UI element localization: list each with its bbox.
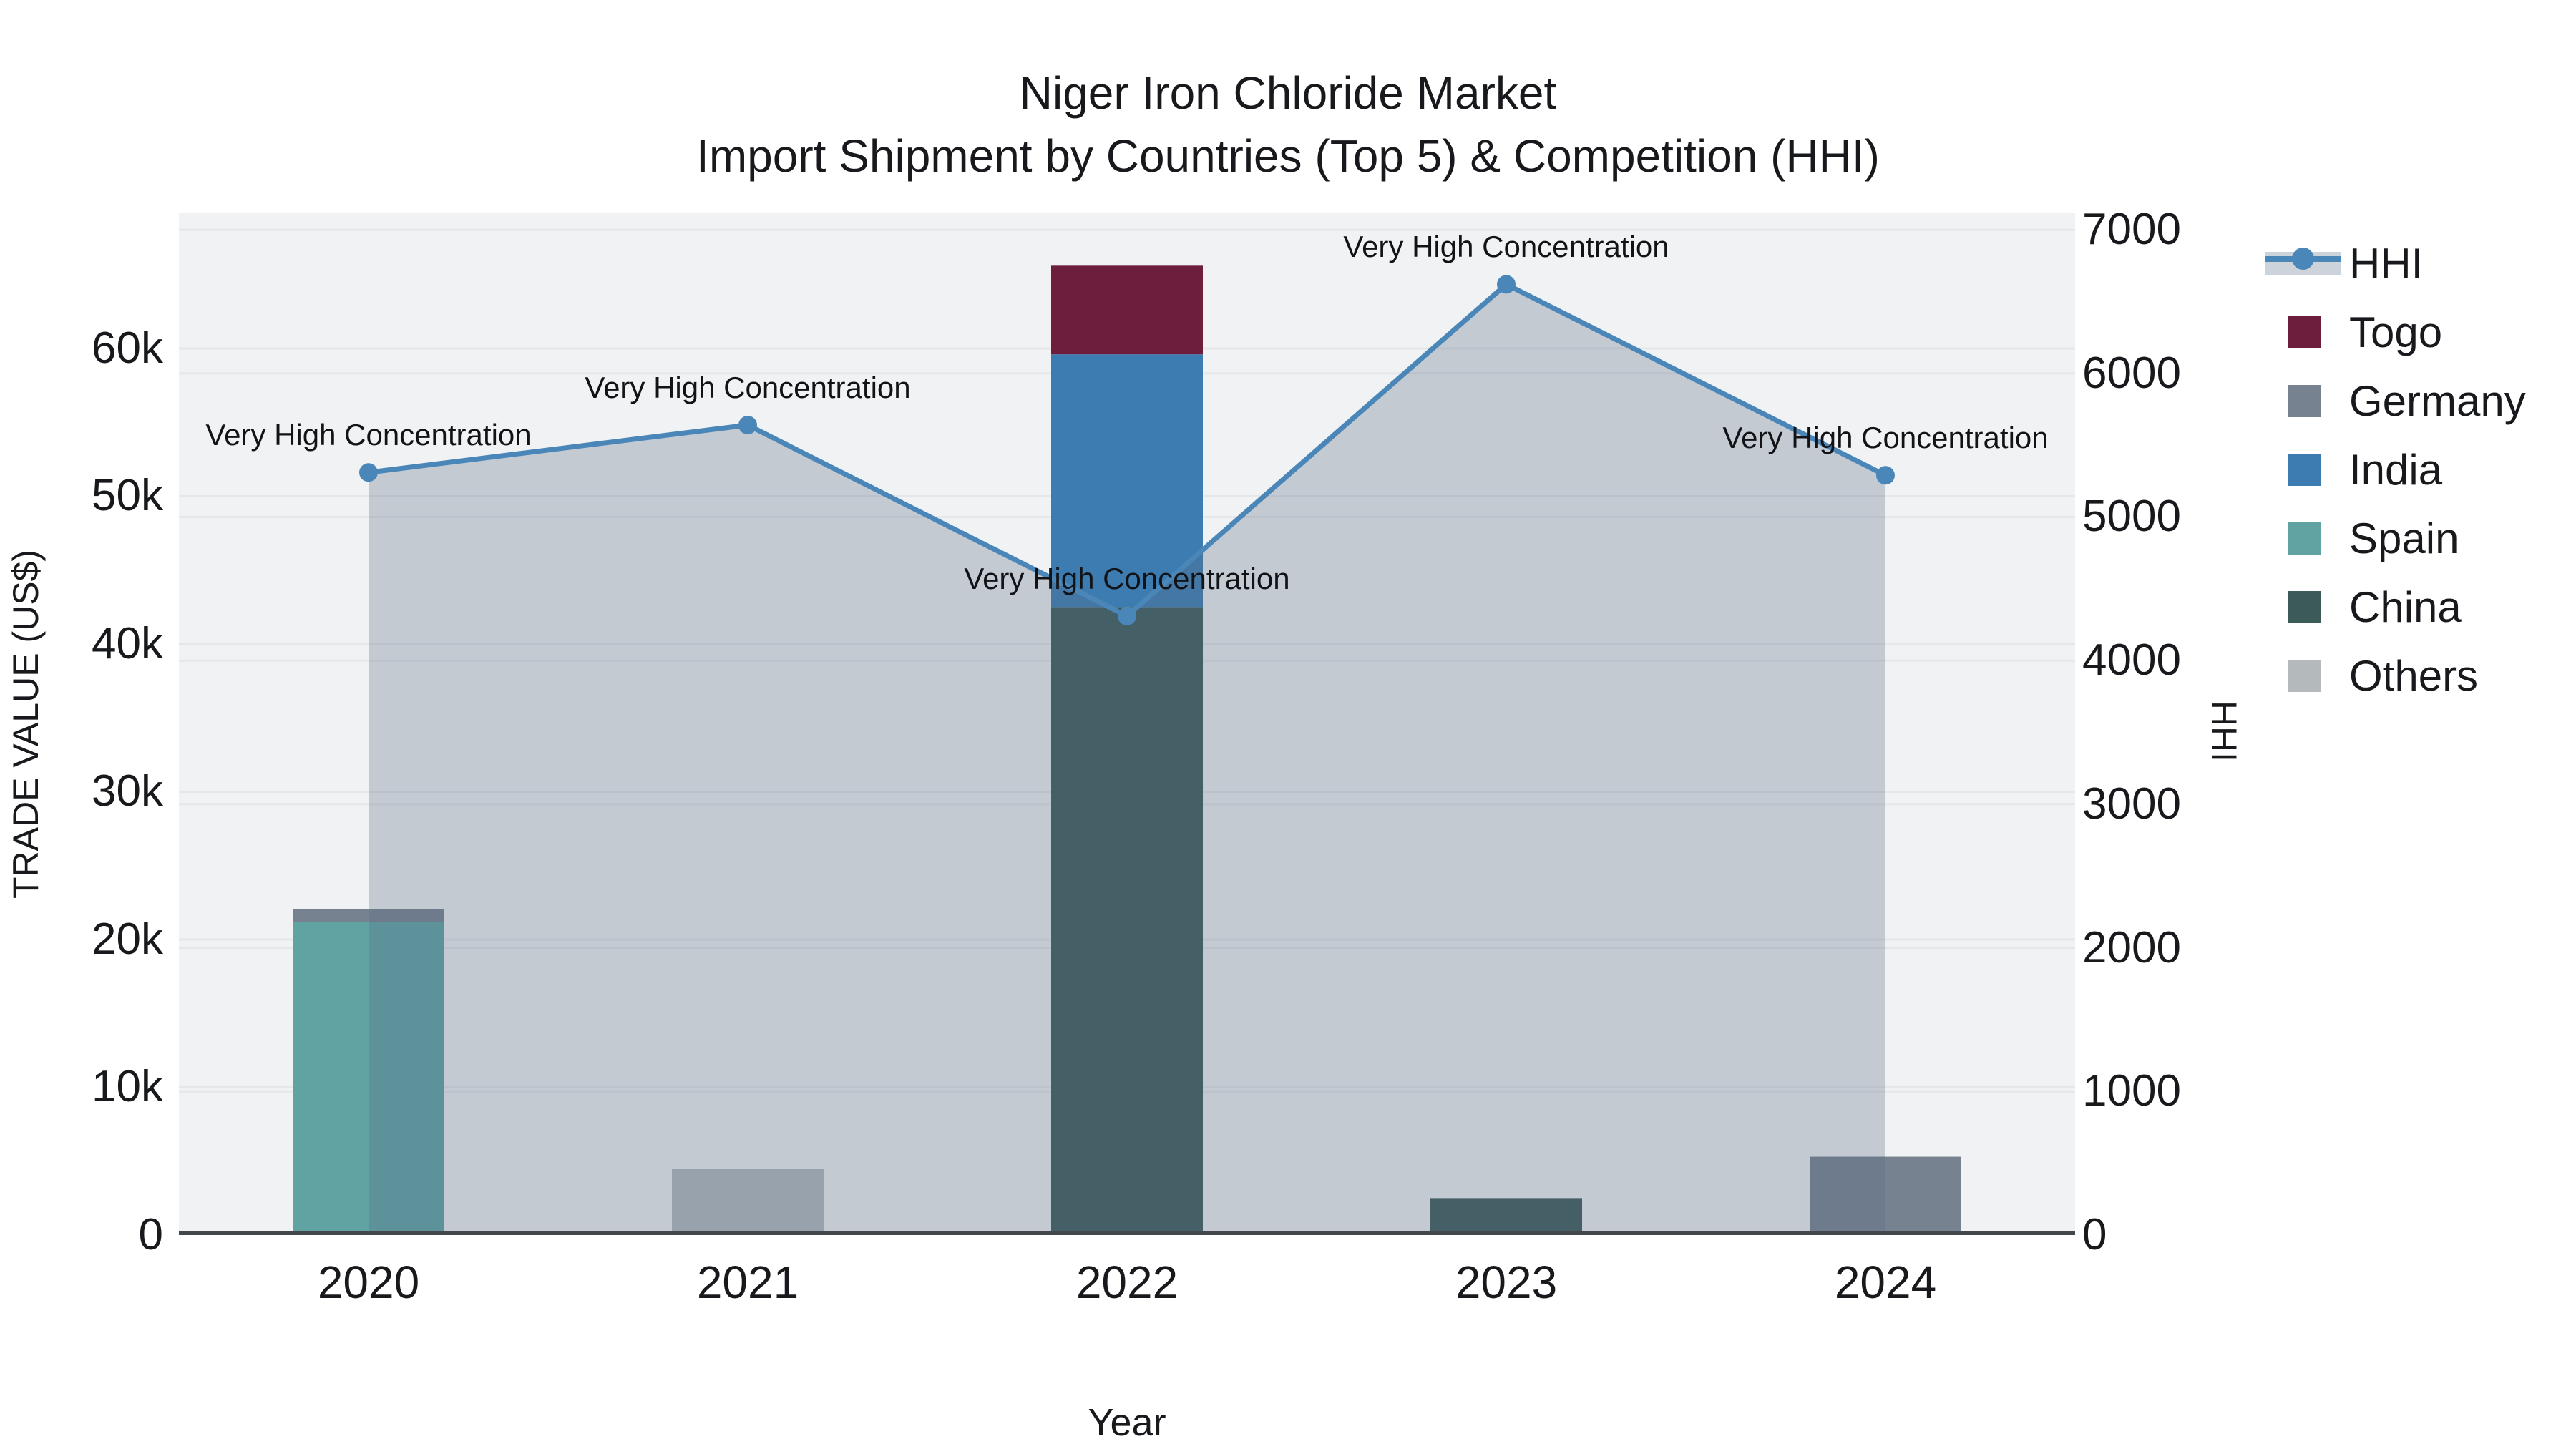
bar-segment-togo-2022 [1051,265,1203,355]
legend-item-hhi[interactable]: HHI [2265,238,2423,289]
x-axis-tick-label-2024: 2024 [1834,1257,1937,1308]
right-axis-tick-label: 2000 [2082,922,2181,972]
legend-swatch-india [2288,454,2321,486]
legend-item-china[interactable]: China [2265,581,2462,633]
left-axis-tick-label: 10k [92,1062,163,1112]
hhi-annotation-2020: Very High Concentration [205,418,532,452]
chart-title: Niger Iron Chloride Market Import Shipme… [0,62,2576,187]
bar-segment-china-2023 [1430,1198,1582,1235]
right-axis-tick-label: 0 [2082,1210,2107,1259]
x-axis-title: Year [1088,1401,1166,1444]
legend-label-others: Others [2349,651,2479,700]
right-axis-tick-label: 4000 [2082,635,2181,686]
bar-segment-spain-2020 [293,922,444,1235]
legend-label-togo: Togo [2349,308,2443,356]
x-axis-tick-label-2023: 2023 [1455,1257,1558,1308]
bar-segment-india-2022 [1051,354,1203,608]
legend-line-symbol [2265,238,2345,289]
left-axis-tick-label: 30k [92,766,163,816]
hhi-annotation-2021: Very High Concentration [585,371,911,405]
legend-label-china: China [2349,582,2462,631]
plot-area [179,213,2075,1235]
left-axis-tick-label: 40k [92,618,163,668]
right-axis-tick-label: 7000 [2082,205,2181,255]
hhi-annotation-2023: Very High Concentration [1343,230,1669,264]
right-axis-tick-label: 3000 [2082,779,2181,829]
hhi-annotation-2022: Very High Concentration [964,561,1290,595]
legend-label-spain: Spain [2349,514,2459,562]
legend-label-india: India [2349,445,2443,494]
legend-swatch-cell [2265,444,2345,495]
right-axis-tick-label: 6000 [2082,348,2181,398]
legend-swatch-germany [2288,385,2321,417]
legend-swatch-others [2288,660,2321,692]
hhi-annotation-2024: Very High Concentration [1722,421,2049,455]
chart-title-line1: Niger Iron Chloride Market [1019,67,1557,119]
hhi-marker-2022 [1118,606,1136,625]
hhi-marker-2024 [1876,466,1895,485]
right-axis-tick-label: 1000 [2082,1066,2181,1116]
left-axis-tick-label: 0 [138,1210,163,1259]
legend-swatch-china [2288,591,2321,623]
x-axis-tick-label-2022: 2022 [1075,1257,1179,1308]
left-axis-tick-label: 60k [92,323,163,373]
left-axis-tick-label: 20k [92,914,163,964]
legend-swatch-spain [2288,522,2321,555]
legend-item-togo[interactable]: Togo [2265,306,2442,358]
left-axis-tick-label: 50k [92,471,163,521]
hhi-marker-2023 [1497,275,1516,294]
right-axis-title: HHI [2204,700,2244,763]
chart-canvas [179,213,2075,1235]
left-axis-title: TRADE VALUE (US$) [6,549,46,899]
bar-segment-germany-2024 [1810,1156,1961,1233]
legend-swatch-cell [2265,581,2345,633]
legend-swatch-cell [2265,512,2345,564]
hhi-marker-2021 [738,416,757,435]
x-axis-tick-label-2020: 2020 [317,1257,420,1308]
legend-item-spain[interactable]: Spain [2265,512,2459,564]
legend-item-germany[interactable]: Germany [2265,375,2526,426]
legend-swatch-cell [2265,306,2345,358]
hhi-marker-2020 [359,463,378,482]
legend-swatch-togo [2288,316,2321,348]
legend-swatch-cell [2265,650,2345,701]
legend-item-india[interactable]: India [2265,444,2442,495]
bar-segment-others-2021 [672,1169,824,1235]
legend-line-marker [2292,248,2314,270]
legend-item-others[interactable]: Others [2265,650,2478,701]
chart-title-line2: Import Shipment by Countries (Top 5) & C… [696,130,1880,182]
x-axis-tick-label-2021: 2021 [696,1257,799,1308]
legend-label-germany: Germany [2349,376,2526,425]
bar-segment-china-2022 [1051,607,1203,1235]
right-axis-tick-label: 5000 [2082,492,2181,542]
legend-swatch-cell [2265,375,2345,426]
bar-segment-germany-2020 [293,909,444,922]
legend-label-hhi: HHI [2349,239,2424,288]
hhi-area-fill [369,284,1885,1235]
